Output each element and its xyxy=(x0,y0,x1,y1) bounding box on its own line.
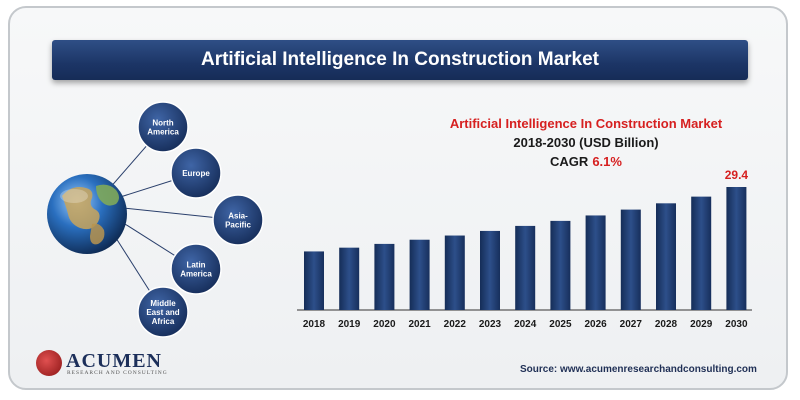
source-note: Source: www.acumenresearchandconsulting.… xyxy=(520,364,757,375)
banner-title: Artificial Intelligence In Construction … xyxy=(200,49,599,70)
x-tick-2028: 2028 xyxy=(655,319,678,330)
bar-2023 xyxy=(480,230,500,310)
globe-icon xyxy=(47,174,127,254)
region-bubble-circle xyxy=(170,243,222,295)
x-tick-2023: 2023 xyxy=(479,319,502,330)
chart-subtitle: 2018-2030 (USD Billion) xyxy=(513,135,658,150)
region-bubble-circle xyxy=(212,194,264,246)
x-tick-2026: 2026 xyxy=(584,319,607,330)
bar-2030 xyxy=(726,187,747,310)
region-bubble-circle xyxy=(137,101,189,153)
x-tick-2025: 2025 xyxy=(549,319,572,330)
x-tick-labels: 2018 2019 2020 2021 2022 2023 2024 2025 2026 2027… xyxy=(303,319,748,330)
bar-2026 xyxy=(585,215,606,310)
region-bubble: Asia-Pacific xyxy=(212,194,264,246)
region-label: Europe xyxy=(182,169,210,178)
region-label: Latin America xyxy=(180,261,212,279)
x-tick-2022: 2022 xyxy=(444,319,467,330)
region-bubble: Europe xyxy=(170,147,222,199)
data-labels: 29.4 xyxy=(725,168,749,182)
acumen-logo: ACUMEN RESEARCH AND CONSULTING xyxy=(36,350,176,380)
bar-2024 xyxy=(515,225,536,310)
region-bubble: North America xyxy=(137,101,189,153)
logo-mark-icon xyxy=(36,350,62,376)
region-bubble: Latin America xyxy=(170,243,222,295)
x-tick-2018: 2018 xyxy=(303,319,326,330)
x-tick-2021: 2021 xyxy=(408,319,431,330)
bar-chart: Artificial Intelligence In Construction … xyxy=(297,116,752,330)
bar-2029 xyxy=(691,196,712,310)
cagr-line: CAGR 6.1% xyxy=(550,154,622,169)
region-bubble: Middle East and Africa xyxy=(137,286,189,338)
chart-title: Artificial Intelligence In Construction … xyxy=(450,116,723,131)
x-tick-2029: 2029 xyxy=(690,319,713,330)
region-label: North America xyxy=(147,119,179,137)
logo-name: ACUMEN xyxy=(66,350,162,372)
cagr-value: 6.1% xyxy=(592,154,622,169)
bar-2021 xyxy=(409,239,430,310)
bar-2025 xyxy=(550,220,571,310)
x-tick-2019: 2019 xyxy=(338,319,361,330)
bar-2019 xyxy=(339,247,360,310)
logo-tagline: RESEARCH AND CONSULTING xyxy=(67,370,168,376)
bar-2028 xyxy=(656,203,676,310)
cagr-label: CAGR xyxy=(550,154,589,169)
bar-2020 xyxy=(374,243,395,310)
region-label: Asia-Pacific xyxy=(225,212,251,230)
bar-2027 xyxy=(620,209,641,310)
bar-series xyxy=(304,187,747,310)
data-label-2030: 29.4 xyxy=(725,168,749,182)
bar-2018 xyxy=(304,251,324,310)
x-tick-2027: 2027 xyxy=(620,319,643,330)
x-tick-2030: 2030 xyxy=(725,319,748,330)
x-tick-2020: 2020 xyxy=(373,319,396,330)
region-bubbles: North America Europe Asia-Pacific Latin Ameri… xyxy=(137,101,264,338)
region-bubble-circle xyxy=(170,147,222,199)
region-bubble-circle xyxy=(137,286,189,338)
region-label: Middle East and Africa xyxy=(146,299,179,326)
title-banner: Artificial Intelligence In Construction … xyxy=(52,40,748,80)
x-tick-2024: 2024 xyxy=(514,319,537,330)
bar-2022 xyxy=(444,235,465,310)
